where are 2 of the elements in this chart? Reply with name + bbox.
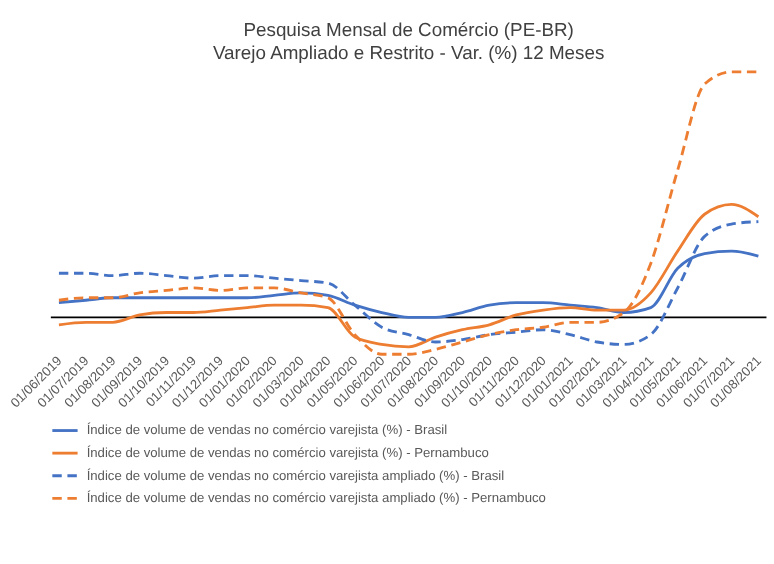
text: Varejo Ampliado e Restrito - Var. (%) 12 Meses — [212, 41, 605, 64]
text: Pesquisa Mensal de Comércio (PE-BR) — [243, 18, 574, 41]
